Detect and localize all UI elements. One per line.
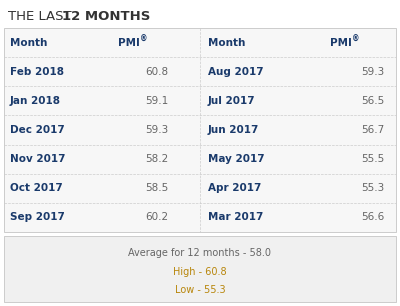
Text: Jan 2018: Jan 2018	[10, 96, 61, 106]
Text: 55.3: 55.3	[361, 183, 384, 193]
Text: THE LAST: THE LAST	[8, 10, 76, 23]
Bar	[4, 28, 396, 232]
Text: 55.5: 55.5	[361, 154, 384, 164]
Text: ®: ®	[352, 35, 360, 44]
Text: 60.2: 60.2	[145, 212, 168, 222]
Text: 59.3: 59.3	[145, 125, 168, 135]
Text: Aug 2017: Aug 2017	[208, 67, 264, 77]
Text: Average for 12 months - 58.0: Average for 12 months - 58.0	[128, 248, 272, 258]
Text: Jul 2017: Jul 2017	[208, 96, 256, 106]
Text: Feb 2018: Feb 2018	[10, 67, 64, 77]
Text: May 2017: May 2017	[208, 154, 265, 164]
Text: Mar 2017: Mar 2017	[208, 212, 263, 222]
Text: Oct 2017: Oct 2017	[10, 183, 63, 193]
Text: Sep 2017: Sep 2017	[10, 212, 65, 222]
Text: Dec 2017: Dec 2017	[10, 125, 65, 135]
Text: 56.7: 56.7	[361, 125, 384, 135]
Text: 58.2: 58.2	[145, 154, 168, 164]
Text: Month: Month	[10, 38, 47, 47]
Text: Month: Month	[208, 38, 245, 47]
Text: Low - 55.3: Low - 55.3	[175, 285, 225, 295]
Text: 12 MONTHS: 12 MONTHS	[62, 10, 150, 23]
Text: Nov 2017: Nov 2017	[10, 154, 66, 164]
Text: 59.3: 59.3	[361, 67, 384, 77]
Bar	[4, 236, 396, 302]
Text: PMI: PMI	[118, 38, 140, 47]
Text: PMI: PMI	[330, 38, 352, 47]
Text: Apr 2017: Apr 2017	[208, 183, 261, 193]
Text: 60.8: 60.8	[145, 67, 168, 77]
Text: 58.5: 58.5	[145, 183, 168, 193]
Text: 56.6: 56.6	[361, 212, 384, 222]
Text: 56.5: 56.5	[361, 96, 384, 106]
Text: ®: ®	[140, 35, 148, 44]
Text: High - 60.8: High - 60.8	[173, 267, 227, 277]
Text: Jun 2017: Jun 2017	[208, 125, 259, 135]
Text: 59.1: 59.1	[145, 96, 168, 106]
